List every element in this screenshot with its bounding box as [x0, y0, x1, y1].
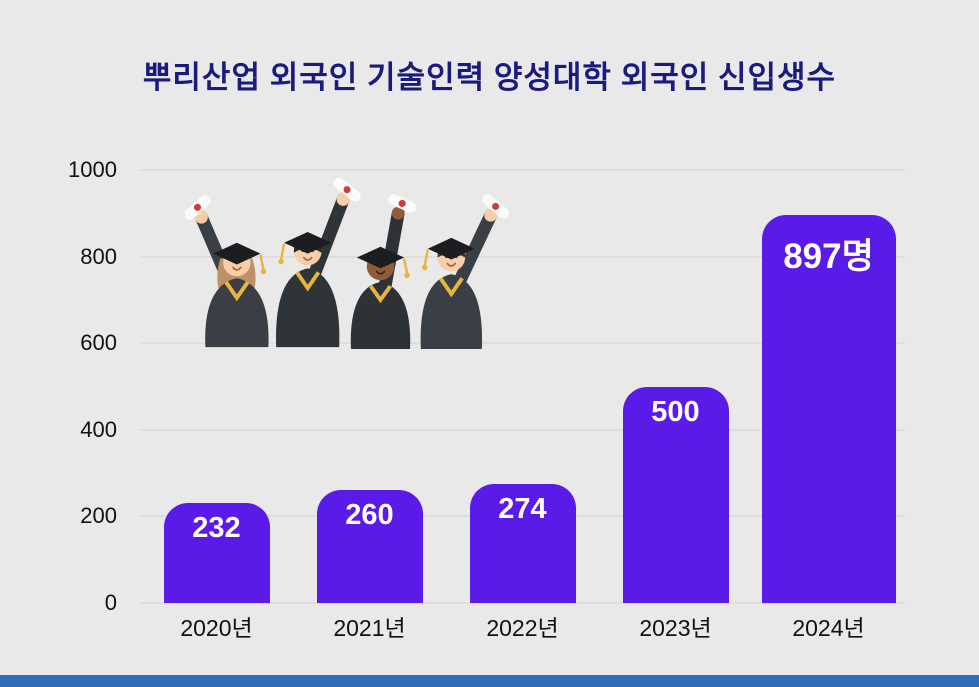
plot-area: 232 260 274 500 897명: [140, 169, 905, 604]
gridline: [140, 256, 905, 258]
footer-stripe: [0, 675, 979, 687]
chart-title: 뿌리산업 외국인 기술인력 양성대학 외국인 신입생수: [142, 60, 837, 95]
bar-slot: 260: [293, 170, 446, 603]
graduate-3: [350, 194, 417, 350]
x-tick-label: 2020년: [180, 615, 253, 641]
bar-slot: 500: [599, 170, 752, 603]
x-tick-label: 2021년: [333, 615, 406, 641]
bars: 232 260 274 500 897명: [140, 170, 905, 603]
y-tick-label: 400: [80, 416, 117, 442]
graduate-2: [276, 177, 361, 348]
bar-value-label: 260: [345, 499, 394, 532]
bar-slot: 897명: [752, 170, 905, 603]
bar-slot: 232: [140, 170, 293, 603]
x-tick-label: 2024년: [792, 615, 865, 641]
bar-2024년: 897명: [761, 214, 896, 603]
y-axis: 0 200 400 600 800 1000: [55, 157, 127, 615]
y-tick-label: 200: [80, 503, 117, 529]
graduates-celebrating-illustration: [185, 177, 509, 350]
gridline: [140, 169, 905, 171]
gridline: [140, 602, 905, 604]
x-axis: 2020년 2021년 2022년 2023년 2024년: [140, 609, 905, 643]
bar-value-label: 232: [192, 511, 241, 544]
bar-2020년: 232: [163, 502, 270, 603]
bar-2023년: 500: [622, 386, 729, 603]
bar-value-label: 500: [651, 395, 700, 428]
bar-value-label: 274: [498, 493, 547, 526]
gridline: [140, 342, 905, 344]
graduate-4: [420, 194, 509, 350]
graduate-1: [185, 195, 269, 348]
gridline: [140, 429, 905, 431]
x-tick-label: 2022년: [486, 615, 559, 641]
bar-slot: 274: [446, 170, 599, 603]
bar-value-label: 897명: [783, 236, 874, 276]
x-tick-label: 2023년: [639, 615, 712, 641]
bar-2021년: 260: [316, 490, 423, 603]
bar-2022년: 274: [469, 484, 576, 603]
y-tick-label: 800: [80, 243, 117, 269]
y-tick-label: 600: [80, 330, 117, 356]
y-tick-label: 1000: [68, 157, 117, 182]
y-tick-label: 0: [104, 590, 117, 615]
